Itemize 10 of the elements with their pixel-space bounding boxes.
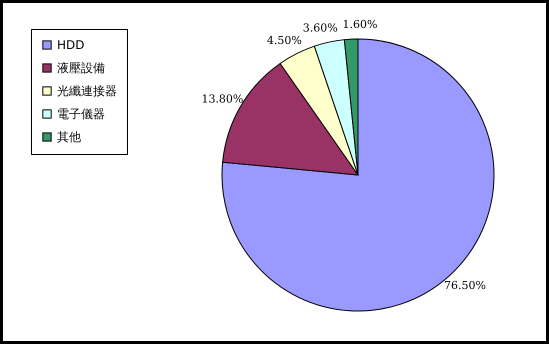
legend-label: 液壓設備 xyxy=(57,61,105,75)
data-label: 13.80% xyxy=(201,92,244,106)
legend-label: 電子儀器 xyxy=(57,107,105,121)
data-label: 1.60% xyxy=(342,18,378,32)
data-label: 4.50% xyxy=(266,34,302,48)
legend-label: 光纖連接器 xyxy=(57,84,117,98)
data-label: 3.60% xyxy=(302,21,338,34)
legend-label: HDD xyxy=(57,38,85,52)
data-label: 76.50% xyxy=(444,278,486,292)
legend-label: 其他 xyxy=(57,130,81,144)
